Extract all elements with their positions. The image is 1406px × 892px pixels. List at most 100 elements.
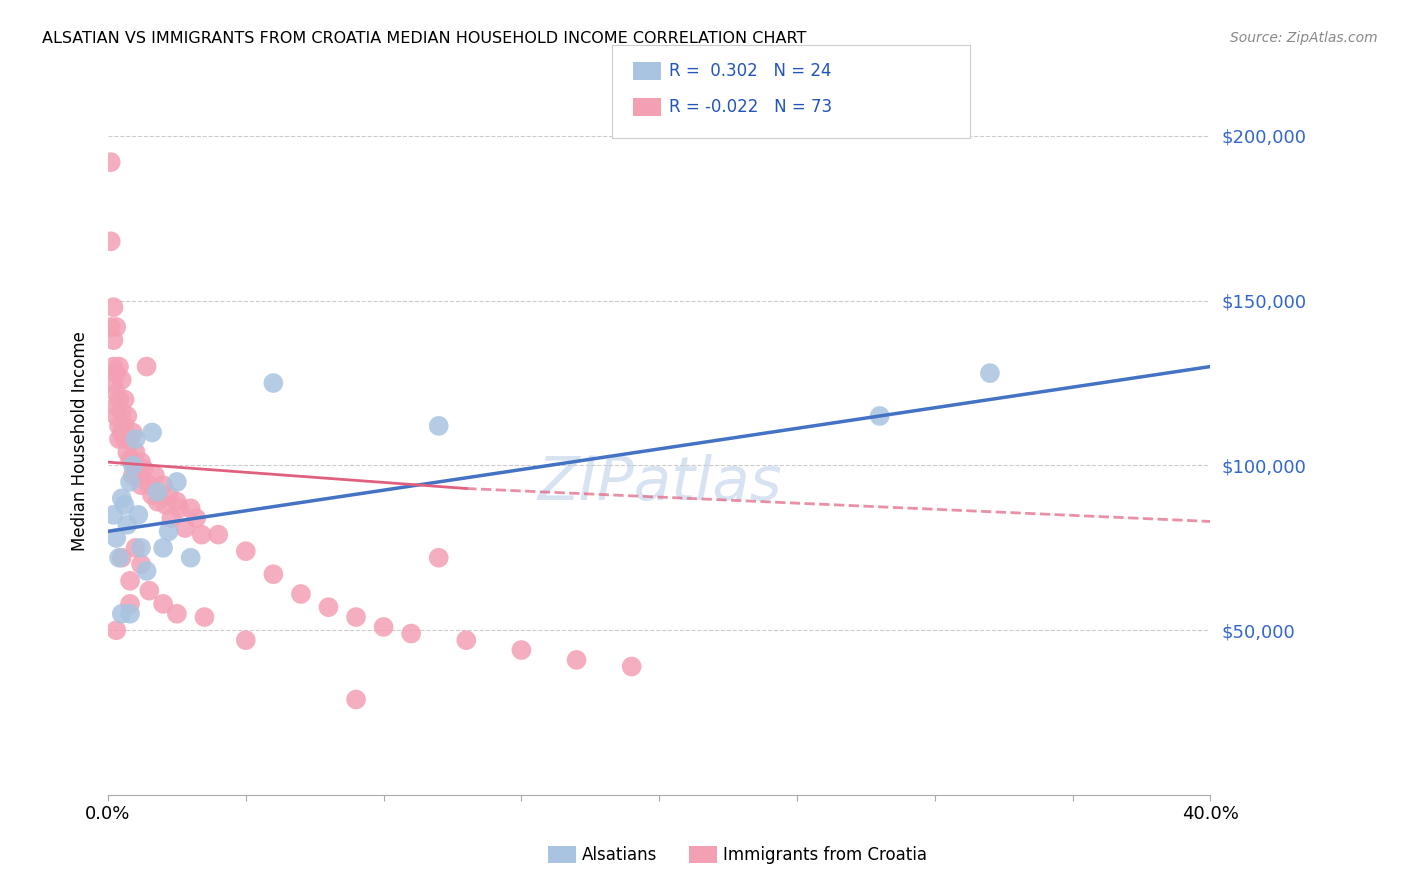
Point bbox=[108, 550, 131, 565]
Point bbox=[111, 425, 134, 440]
Point bbox=[114, 498, 136, 512]
Point bbox=[344, 610, 367, 624]
Text: ZIPatlas: ZIPatlas bbox=[537, 454, 782, 513]
Point bbox=[155, 498, 177, 512]
Point bbox=[373, 620, 395, 634]
Point bbox=[138, 583, 160, 598]
Point bbox=[565, 653, 588, 667]
Point bbox=[290, 587, 312, 601]
Point bbox=[105, 385, 128, 400]
Point bbox=[869, 409, 891, 423]
Point bbox=[143, 468, 166, 483]
Point bbox=[103, 508, 125, 522]
Point bbox=[103, 300, 125, 314]
Point bbox=[105, 409, 128, 423]
Point bbox=[124, 541, 146, 555]
Point bbox=[135, 359, 157, 374]
Point bbox=[427, 418, 450, 433]
Point bbox=[152, 478, 174, 492]
Point bbox=[262, 376, 284, 390]
Point bbox=[166, 475, 188, 489]
Point bbox=[138, 478, 160, 492]
Point bbox=[100, 234, 122, 248]
Point bbox=[169, 501, 191, 516]
Point bbox=[186, 511, 208, 525]
Point bbox=[979, 366, 1001, 380]
Point bbox=[160, 511, 183, 525]
Point bbox=[166, 494, 188, 508]
Point bbox=[118, 607, 141, 621]
Point bbox=[207, 527, 229, 541]
Point bbox=[129, 455, 152, 469]
Point bbox=[180, 501, 202, 516]
Point bbox=[132, 461, 155, 475]
Point bbox=[118, 451, 141, 466]
Point bbox=[124, 445, 146, 459]
Point bbox=[117, 517, 139, 532]
Point bbox=[141, 488, 163, 502]
Point bbox=[118, 475, 141, 489]
Point bbox=[105, 624, 128, 638]
Point bbox=[399, 626, 422, 640]
Point bbox=[157, 524, 180, 539]
Point bbox=[111, 406, 134, 420]
Point bbox=[111, 373, 134, 387]
Point bbox=[118, 597, 141, 611]
Y-axis label: Median Household Income: Median Household Income bbox=[72, 331, 89, 550]
Point bbox=[510, 643, 533, 657]
Point bbox=[100, 155, 122, 169]
Point bbox=[141, 425, 163, 440]
Point bbox=[117, 409, 139, 423]
Point bbox=[121, 425, 143, 440]
Point bbox=[121, 468, 143, 483]
Point bbox=[344, 692, 367, 706]
Point bbox=[105, 366, 128, 380]
Point bbox=[108, 418, 131, 433]
Text: R = -0.022   N = 73: R = -0.022 N = 73 bbox=[669, 98, 832, 116]
Point bbox=[235, 544, 257, 558]
Point bbox=[190, 527, 212, 541]
Point bbox=[152, 541, 174, 555]
Text: Immigrants from Croatia: Immigrants from Croatia bbox=[723, 846, 927, 863]
Text: ALSATIAN VS IMMIGRANTS FROM CROATIA MEDIAN HOUSEHOLD INCOME CORRELATION CHART: ALSATIAN VS IMMIGRANTS FROM CROATIA MEDI… bbox=[42, 31, 807, 46]
Point bbox=[117, 445, 139, 459]
Point bbox=[135, 564, 157, 578]
Point bbox=[129, 558, 152, 572]
Point bbox=[105, 531, 128, 545]
Point bbox=[114, 432, 136, 446]
Point bbox=[100, 320, 122, 334]
Point bbox=[174, 521, 197, 535]
Point bbox=[166, 607, 188, 621]
Point bbox=[114, 392, 136, 407]
Point bbox=[127, 468, 149, 483]
Point bbox=[146, 494, 169, 508]
Point bbox=[620, 659, 643, 673]
Point bbox=[152, 597, 174, 611]
Point bbox=[118, 432, 141, 446]
Point bbox=[318, 600, 340, 615]
Point bbox=[111, 550, 134, 565]
Point bbox=[103, 333, 125, 347]
Point bbox=[103, 376, 125, 390]
Text: Source: ZipAtlas.com: Source: ZipAtlas.com bbox=[1230, 31, 1378, 45]
Point bbox=[129, 478, 152, 492]
Point bbox=[456, 633, 478, 648]
Point bbox=[124, 461, 146, 475]
Point bbox=[108, 359, 131, 374]
Point bbox=[118, 574, 141, 588]
Point bbox=[121, 458, 143, 473]
Point bbox=[111, 491, 134, 506]
Point bbox=[129, 541, 152, 555]
Text: Alsatians: Alsatians bbox=[582, 846, 658, 863]
Point bbox=[262, 567, 284, 582]
Point bbox=[105, 320, 128, 334]
Point bbox=[157, 488, 180, 502]
Point bbox=[114, 418, 136, 433]
Point bbox=[105, 399, 128, 413]
Point bbox=[235, 633, 257, 648]
Point bbox=[103, 359, 125, 374]
Point bbox=[193, 610, 215, 624]
Text: R =  0.302   N = 24: R = 0.302 N = 24 bbox=[669, 62, 832, 80]
Point bbox=[146, 484, 169, 499]
Point bbox=[180, 550, 202, 565]
